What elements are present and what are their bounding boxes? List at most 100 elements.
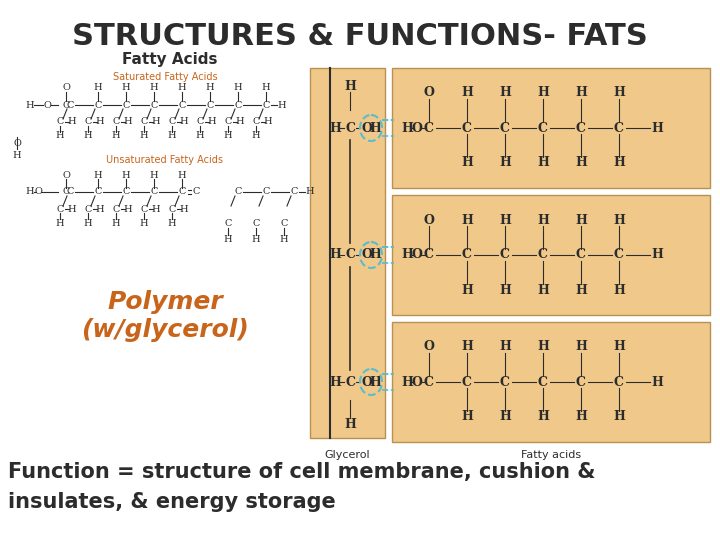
- Text: C: C: [140, 118, 148, 126]
- Text: C: C: [66, 187, 73, 197]
- Text: C: C: [500, 122, 510, 134]
- Text: H: H: [575, 341, 587, 354]
- FancyBboxPatch shape: [392, 68, 710, 188]
- Text: H: H: [537, 410, 549, 423]
- FancyBboxPatch shape: [310, 68, 385, 438]
- Text: C: C: [225, 118, 232, 126]
- Text: C: C: [252, 118, 260, 126]
- Text: C: C: [94, 100, 102, 110]
- Text: C: C: [197, 118, 204, 126]
- Text: C: C: [179, 187, 186, 197]
- Text: H: H: [537, 86, 549, 99]
- Text: H: H: [344, 417, 356, 430]
- Text: H: H: [168, 132, 176, 140]
- Text: H: H: [461, 410, 473, 423]
- Text: H: H: [651, 375, 663, 388]
- Text: H: H: [13, 151, 22, 159]
- Text: H: H: [180, 205, 189, 213]
- Text: H: H: [613, 213, 625, 226]
- Text: H: H: [401, 122, 413, 134]
- Text: H: H: [94, 84, 102, 92]
- Text: H: H: [207, 118, 216, 126]
- Text: H: H: [150, 171, 158, 179]
- Text: H: H: [224, 132, 233, 140]
- FancyBboxPatch shape: [392, 195, 710, 315]
- Text: H: H: [575, 157, 587, 170]
- Text: STRUCTURES & FUNCTIONS- FATS: STRUCTURES & FUNCTIONS- FATS: [72, 22, 648, 51]
- Text: H: H: [499, 213, 511, 226]
- Text: O: O: [423, 341, 434, 354]
- Text: H: H: [329, 248, 341, 261]
- Text: C: C: [56, 118, 63, 126]
- Text: C: C: [252, 219, 260, 228]
- Text: H: H: [84, 219, 92, 227]
- Text: H: H: [613, 284, 625, 296]
- Text: C: C: [424, 248, 434, 261]
- Text: Function = structure of cell membrane, cushion &: Function = structure of cell membrane, c…: [8, 462, 595, 482]
- Text: C: C: [290, 187, 297, 197]
- Text: Polymer
(w/glycerol): Polymer (w/glycerol): [81, 290, 249, 342]
- Text: O: O: [62, 84, 70, 92]
- Text: H: H: [152, 118, 161, 126]
- Text: C: C: [614, 375, 624, 388]
- Text: H: H: [537, 157, 549, 170]
- Text: H: H: [329, 375, 341, 388]
- Text: H: H: [26, 187, 35, 197]
- Text: C: C: [538, 375, 548, 388]
- Text: H: H: [96, 205, 104, 213]
- Text: H: H: [140, 219, 148, 227]
- Text: H: H: [575, 213, 587, 226]
- Text: C: C: [462, 375, 472, 388]
- Text: C: C: [345, 248, 355, 261]
- Text: Saturated Fatty Acids: Saturated Fatty Acids: [113, 72, 217, 82]
- Text: C: C: [56, 205, 63, 213]
- Text: H: H: [55, 219, 64, 227]
- Text: H: H: [401, 375, 413, 388]
- Text: H: H: [461, 213, 473, 226]
- Text: H: H: [234, 84, 243, 92]
- Text: H: H: [68, 118, 76, 126]
- Text: H: H: [178, 171, 186, 179]
- Text: H: H: [152, 205, 161, 213]
- FancyBboxPatch shape: [392, 322, 710, 442]
- Text: H: H: [94, 171, 102, 179]
- Text: H: H: [112, 132, 120, 140]
- Text: H: H: [369, 122, 381, 134]
- Text: O: O: [361, 122, 372, 134]
- Text: C: C: [538, 122, 548, 134]
- Text: C: C: [63, 100, 70, 110]
- Text: H: H: [168, 219, 176, 227]
- Text: C: C: [576, 122, 586, 134]
- Text: O: O: [361, 375, 372, 388]
- Text: H: H: [461, 86, 473, 99]
- Text: H: H: [575, 284, 587, 296]
- Text: C: C: [462, 122, 472, 134]
- Text: C: C: [112, 205, 120, 213]
- Text: C: C: [84, 118, 91, 126]
- Text: C: C: [168, 205, 176, 213]
- Text: H: H: [651, 122, 663, 134]
- Text: H: H: [575, 86, 587, 99]
- Text: C: C: [207, 100, 214, 110]
- Text: H: H: [150, 84, 158, 92]
- Text: C: C: [500, 375, 510, 388]
- Text: C: C: [84, 205, 91, 213]
- Text: H: H: [499, 157, 511, 170]
- Text: O: O: [13, 138, 21, 147]
- Text: H: H: [261, 84, 270, 92]
- Text: H: H: [369, 248, 381, 261]
- Text: H: H: [68, 205, 76, 213]
- Text: C: C: [262, 187, 270, 197]
- Text: H: H: [252, 235, 261, 245]
- Text: H: H: [26, 100, 35, 110]
- Text: H: H: [224, 235, 233, 245]
- Text: H: H: [537, 284, 549, 296]
- Text: C: C: [122, 100, 130, 110]
- Text: H: H: [344, 79, 356, 92]
- Text: H: H: [112, 219, 120, 227]
- Text: O: O: [412, 122, 423, 134]
- Text: C: C: [150, 187, 158, 197]
- Text: C: C: [225, 219, 232, 228]
- Text: C: C: [192, 187, 199, 197]
- Text: H: H: [613, 86, 625, 99]
